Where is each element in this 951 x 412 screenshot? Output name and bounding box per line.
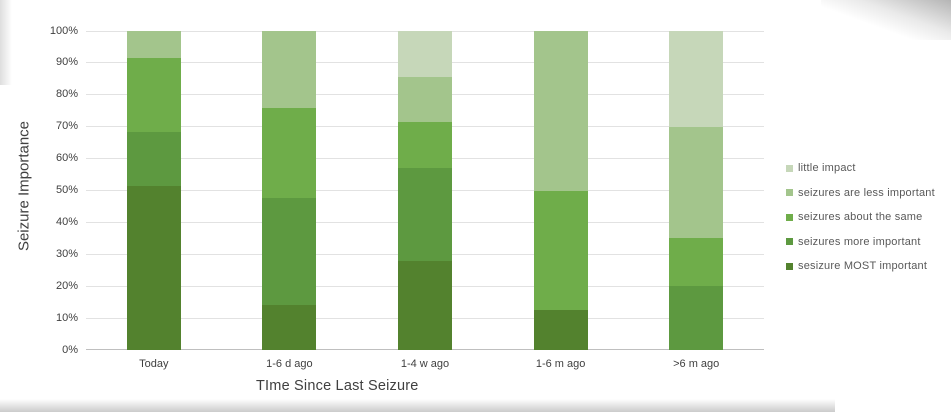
bar-segment [669, 126, 724, 239]
legend-label: seizures about the same [798, 211, 923, 224]
legend: little impact seizures are less important… [786, 156, 935, 279]
legend-label: seizures more important [798, 235, 921, 248]
legend-marker [786, 238, 793, 246]
bar-segment [669, 286, 724, 350]
legend-item: little impact [786, 156, 935, 181]
bar-segment [262, 31, 317, 108]
bar-segment [533, 310, 588, 350]
x-tick-label: 1-6 m ago [535, 358, 586, 370]
legend-marker [786, 262, 793, 270]
page-shadow-bottom-left [0, 399, 835, 412]
legend-item: seizures about the same [786, 205, 935, 230]
bar-segment [126, 185, 181, 350]
bar-segment [533, 31, 588, 191]
legend-item: seizures more important [786, 230, 935, 255]
legend-marker [786, 213, 793, 221]
bar-segment [533, 190, 588, 311]
bar-segment [262, 107, 317, 199]
y-tick-label: 20% [55, 279, 78, 292]
bar--6-m-ago [669, 31, 724, 350]
legend-item: seizures are less important [786, 181, 935, 206]
y-tick-label: 90% [55, 56, 78, 69]
bar-segment [126, 31, 181, 59]
bar-segment [669, 31, 724, 127]
bar-1-4-w-ago [398, 31, 452, 350]
y-tick-label: 50% [55, 184, 78, 196]
y-tick-label: 30% [55, 247, 78, 260]
legend-item: sesizure MOST important [786, 254, 935, 279]
x-axis-title: TIme Since Last Seizure [256, 378, 419, 394]
bar-segment [126, 58, 181, 132]
bar-segment [398, 260, 452, 350]
bar-segment [398, 77, 452, 122]
bar-1-6-m-ago [533, 31, 588, 350]
page-shadow-top-left [0, 0, 12, 85]
bar-segment [669, 238, 724, 287]
plot-area [86, 31, 764, 350]
y-tick-label: 0% [62, 343, 78, 356]
legend-marker [786, 189, 793, 197]
y-tick-label: 100% [49, 24, 78, 37]
legend-marker [786, 164, 793, 172]
bar-1-6-d-ago [262, 31, 317, 350]
x-tick-label: >6 m ago [673, 358, 720, 370]
bar-today [126, 31, 181, 350]
x-tick-label: 1-4 w ago [400, 358, 450, 370]
bar-segment [398, 121, 452, 169]
legend-label: little impact [798, 162, 856, 175]
legend-label: seizures are less important [798, 186, 935, 199]
y-tick-label: 60% [55, 152, 78, 165]
bar-segment [126, 131, 181, 186]
y-tick-label: 10% [55, 311, 78, 324]
bar-segment [398, 168, 452, 261]
bar-segment [262, 305, 317, 350]
y-tick-label: 40% [55, 215, 78, 228]
page-shadow-top-right [821, 0, 951, 40]
legend-label: sesizure MOST important [798, 260, 928, 273]
x-tick-label: Today [139, 358, 169, 370]
bar-segment [398, 31, 452, 78]
y-tick-label: 70% [55, 120, 78, 133]
bar-segment [262, 198, 317, 306]
x-tick-label: 1-6 d ago [266, 358, 313, 370]
y-tick-label: 80% [55, 88, 78, 101]
